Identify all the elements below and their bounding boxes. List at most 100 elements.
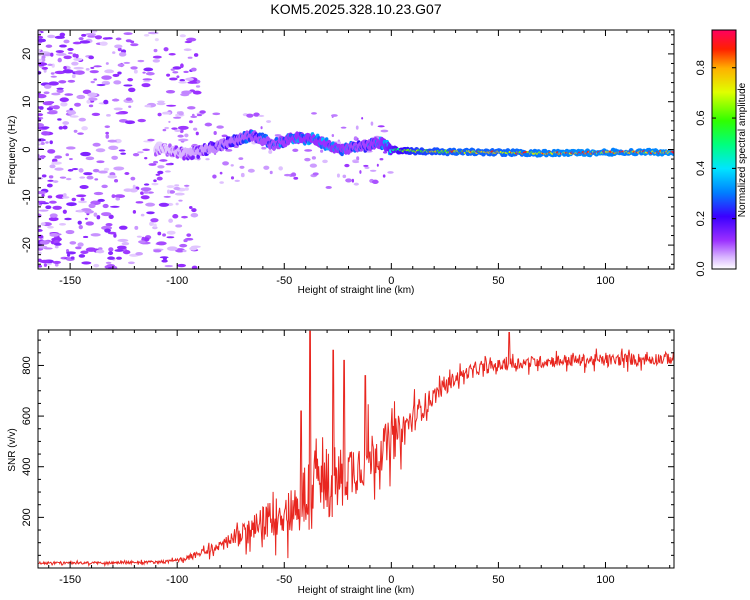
spectrogram-noise-blob (92, 168, 100, 173)
spectrogram-noise-blob (121, 241, 130, 246)
spectrogram-noise-blob (178, 81, 187, 84)
spectrogram-noise-blob (59, 176, 67, 179)
spectrogram-noise-blob (342, 174, 347, 179)
spectrogram-xlabel: Height of straight line (km) (298, 285, 415, 296)
spectrogram-noise-blob (112, 265, 118, 269)
spectrogram-noise-blob (64, 93, 74, 96)
colorbar-ticks: 0.0 0.2 0.4 0.6 0.8 (695, 29, 737, 277)
spectrogram-noise-blob (111, 155, 118, 160)
spectrogram-noise-blob (70, 256, 75, 260)
spectrogram-noise-blob (76, 94, 86, 100)
spectrogram-noise-blob (135, 252, 143, 256)
spectrogram-noise-blob (147, 138, 155, 142)
spectrogram-noise-blob (174, 184, 180, 187)
spectrogram-noise-blob (169, 77, 178, 81)
spectrogram-noise-blob (153, 179, 157, 183)
spectrogram-noise-blob (144, 104, 152, 108)
spectrogram-x-tick-label: 100 (596, 275, 614, 287)
spectrogram-noise-blob (345, 178, 353, 183)
spectrogram-noise-blob (124, 120, 136, 125)
spectrogram-noise-blob (78, 117, 86, 122)
spectrogram-noise-blob (73, 129, 78, 133)
spectrogram-noise-blob (120, 152, 127, 155)
spectrogram-noise-blob (190, 67, 197, 72)
spectrogram-noise-blob (172, 214, 179, 219)
spectrogram-noise-blob (85, 156, 95, 161)
spectrogram-ridge-cell (191, 155, 195, 160)
spectrogram-noise-blob (142, 148, 150, 151)
spectrogram-noise-blob (107, 231, 117, 235)
spectrogram-noise-blob (127, 261, 135, 265)
snr-y-tick-label: 200 (21, 508, 33, 526)
spectrogram-noise-blob (111, 194, 116, 199)
spectrogram-noise-blob (157, 170, 164, 175)
spectrogram-noise-blob (213, 152, 217, 155)
spectrogram-noise-blob (304, 157, 311, 162)
spectrogram-noise-blob (204, 122, 213, 127)
spectrogram-noise-blob (123, 84, 133, 87)
spectrogram-noise-blob (40, 126, 50, 129)
spectrogram-noise-blob (114, 249, 124, 252)
spectrogram-noise-blob (123, 188, 133, 192)
spectrogram-noise-blob (65, 229, 75, 235)
spectrogram-noise-blob (63, 65, 67, 70)
spectrogram-noise-blob (117, 63, 125, 67)
spectrogram-noise-blob (48, 81, 59, 86)
spectrogram-noise-blob (230, 176, 235, 180)
spectrogram-noise-blob (312, 172, 319, 176)
spectrogram-noise-blob (187, 81, 198, 84)
spectrogram-noise-blob (178, 111, 184, 116)
spectrogram-noise-blob (93, 263, 100, 268)
spectrogram-noise-blob (163, 47, 169, 52)
spectrogram-noise-blob (353, 136, 358, 141)
spectrogram-noise-blob (222, 161, 229, 166)
spectrogram-noise-blob (38, 48, 42, 52)
spectrogram-noise-blob (52, 105, 60, 110)
spectrogram-noise-blob (382, 174, 386, 178)
spectrogram-noise-blob (38, 93, 47, 99)
spectrogram-noise-blob (81, 261, 92, 265)
spectrogram-noise-blob (38, 123, 45, 128)
spectrogram-noise-blob (116, 256, 122, 260)
spectrogram-noise-blob (183, 70, 189, 74)
spectrogram-noise-blob (46, 183, 53, 188)
spectrogram-noise-blob (67, 110, 77, 115)
spectrogram-noise-blob (269, 170, 273, 175)
colorbar-tick-label: 0.4 (695, 161, 707, 176)
spectrogram-noise-blob (52, 205, 62, 210)
spectrogram-noise-blob (90, 66, 95, 69)
spectrogram-noise-blob (78, 37, 84, 41)
spectrogram-noise-blob (153, 48, 158, 53)
spectrogram-noise-blob (85, 247, 97, 252)
spectrogram-noise-blob (304, 149, 313, 152)
spectrogram-noise-blob (260, 126, 263, 130)
colorbar-tick-label: 0.0 (695, 261, 707, 276)
spectrogram-noise-blob (69, 115, 79, 118)
spectrogram-noise-blob (290, 172, 297, 177)
spectrogram-noise-blob (58, 126, 63, 130)
spectrogram-noise-blob (234, 179, 240, 183)
spectrogram-noise-blob (79, 40, 91, 44)
spectrogram-noise-blob (51, 161, 62, 165)
spectrogram-noise-blob (175, 224, 183, 228)
spectrogram-noise-blob (278, 166, 283, 171)
spectrogram-noise-blob (370, 121, 374, 126)
spectrogram-noise-blob (212, 112, 221, 116)
spectrogram-noise-blob (130, 40, 135, 44)
spectrogram-noise-blob (340, 126, 347, 129)
spectrogram-noise-blob (309, 163, 318, 168)
colorbar-tick-label: 0.8 (695, 60, 707, 75)
snr-frame (37, 329, 675, 569)
spectrogram-noise-blob (105, 62, 109, 65)
spectrogram-noise-blob (183, 184, 190, 187)
chart-title: KOM5.2025.328.10.23.G07 (270, 1, 441, 17)
spectrogram-noise-blob (156, 102, 166, 106)
spectrogram-noise-blob (163, 195, 171, 198)
spectrogram-noise-blob (157, 231, 162, 236)
spectrogram-noise-blob (154, 38, 159, 42)
spectrogram-noise-blob (130, 176, 136, 181)
spectrogram-noise-blob (94, 35, 103, 40)
spectrogram-noise-blob (181, 90, 192, 95)
spectrogram-noise-blob (190, 115, 198, 118)
